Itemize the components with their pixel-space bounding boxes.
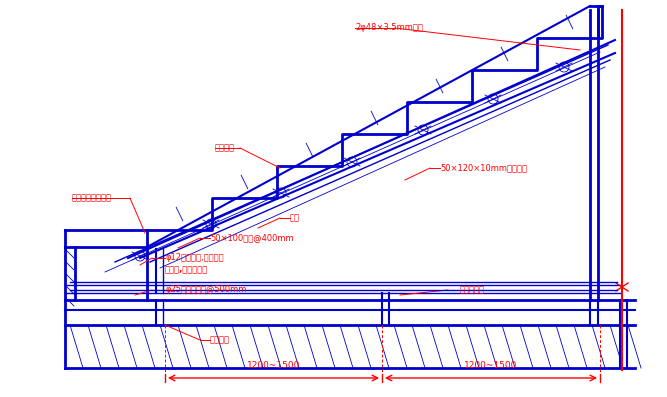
Text: φ25顶托螺钉头@500mm: φ25顶托螺钉头@500mm: [165, 285, 246, 295]
Text: 七夹模板: 七夹模板: [215, 143, 235, 152]
Text: 50×100木方@400mm: 50×100木方@400mm: [210, 233, 293, 243]
Text: 1200~1500: 1200~1500: [247, 362, 300, 370]
Text: 砼模面（起平台）: 砼模面（起平台）: [72, 193, 112, 202]
Text: 钢管水平杆: 钢管水平杆: [460, 285, 485, 295]
Text: 钢管立杆: 钢管立杆: [210, 335, 230, 345]
Text: 橡筋: 橡筋: [290, 214, 300, 222]
Text: 1200~1500: 1200~1500: [464, 362, 518, 370]
Text: φ12对拉螺杆,每隔一步: φ12对拉螺杆,每隔一步: [165, 254, 223, 262]
Text: 50×120×10mm钢板垫片: 50×120×10mm钢板垫片: [440, 164, 527, 173]
Text: 2φ48×3.5mm钢管: 2φ48×3.5mm钢管: [355, 23, 423, 33]
Text: 设一道,横向设两道: 设一道,横向设两道: [165, 266, 208, 274]
